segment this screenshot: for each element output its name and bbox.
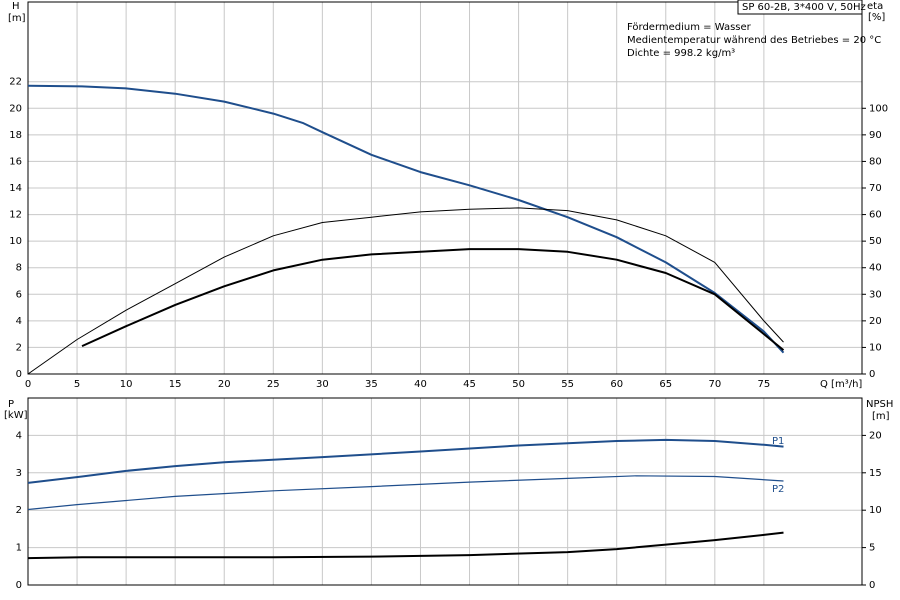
y-tick-label: 20 [9,103,22,114]
x-tick-label: 50 [512,379,525,390]
y-tick-label: 0 [16,369,22,380]
y2-axis-label: eta [867,1,883,12]
x-tick-label: 70 [708,379,721,390]
y-tick-label: 8 [16,263,22,274]
x-tick-label: 25 [267,379,280,390]
y-axis-unit: [kW] [4,410,28,421]
series-label: P1 [772,436,784,447]
curve [27,475,784,511]
x-tick-label: 75 [758,379,771,390]
x-tick-label: 15 [169,379,182,390]
y2-tick-label: 10 [869,342,882,353]
x-axis-label: Q [m³/h] [820,379,862,390]
y-tick-label: 10 [9,236,22,247]
title-box [737,0,863,15]
x-tick-label: 0 [25,379,31,390]
y2-axis-unit: [m] [872,411,890,422]
annotation: Dichte = 998.2 kg/m³ [627,48,735,59]
chart-title: SP 60-2B, 3*400 V, 50Hz [742,2,866,13]
y2-tick-label: 15 [869,468,882,479]
x-tick-label: 65 [659,379,672,390]
x-tick-label: 30 [316,379,329,390]
y-tick-label: 1 [16,543,22,554]
y2-axis-unit: [%] [868,12,885,23]
y-tick-label: 2 [16,505,22,516]
y2-tick-label: 20 [869,430,882,441]
y2-tick-label: 30 [869,289,882,300]
x-tick-label: 5 [74,379,80,390]
y2-tick-label: 50 [869,236,882,247]
y-axis-label: H [12,1,20,12]
annotation: Fördermedium = Wasser [627,22,752,33]
y-tick-label: 6 [16,289,22,300]
y-tick-label: 4 [16,430,22,441]
y2-tick-label: 0 [869,369,875,380]
y2-tick-label: 70 [869,183,882,194]
x-tick-label: 45 [463,379,476,390]
y-tick-label: 4 [16,316,22,327]
x-tick-label: 60 [610,379,623,390]
curve [27,84,785,354]
y-tick-label: 18 [9,130,22,141]
y2-tick-label: 80 [869,156,882,167]
y-tick-label: 14 [9,183,22,194]
y2-tick-label: 100 [869,103,888,114]
x-tick-label: 10 [120,379,133,390]
x-tick-label: 55 [561,379,574,390]
y-axis-unit: [m] [8,13,26,24]
curve [27,531,784,560]
curve [27,438,784,484]
curve [81,248,785,351]
y2-tick-label: 40 [869,263,882,274]
series-label: P2 [772,484,784,495]
annotation: Medientemperatur während des Betriebes =… [627,35,881,46]
y2-axis-label: NPSH [866,399,893,410]
x-tick-label: 20 [218,379,231,390]
y-tick-label: 22 [9,77,22,88]
y-tick-label: 3 [16,468,22,479]
y2-tick-label: 60 [869,210,882,221]
y-tick-label: 16 [9,156,22,167]
plot-frame [27,1,863,375]
curve [27,207,784,375]
y-axis-label: P [8,399,14,410]
y2-tick-label: 90 [869,130,882,141]
y2-tick-label: 10 [869,505,882,516]
y-tick-label: 12 [9,210,22,221]
y2-tick-label: 5 [869,543,875,554]
x-tick-label: 35 [365,379,378,390]
y2-tick-label: 0 [869,580,875,591]
y2-tick-label: 20 [869,316,882,327]
x-tick-label: 40 [414,379,427,390]
plot-frame [27,397,863,586]
y-tick-label: 0 [16,580,22,591]
y-tick-label: 2 [16,342,22,353]
